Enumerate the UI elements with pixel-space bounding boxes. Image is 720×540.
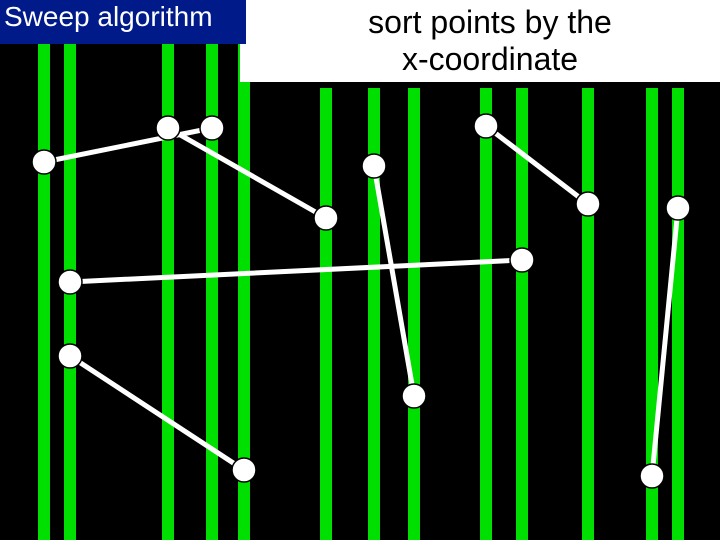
diagram-stage: Sweep algorithm sort points by the x-coo… xyxy=(0,0,720,540)
subtitle-text: sort points by the x-coordinate xyxy=(270,4,710,78)
diagram-svg xyxy=(0,0,720,540)
title-text: Sweep algorithm xyxy=(4,1,213,32)
title-box: Sweep algorithm xyxy=(0,0,246,44)
